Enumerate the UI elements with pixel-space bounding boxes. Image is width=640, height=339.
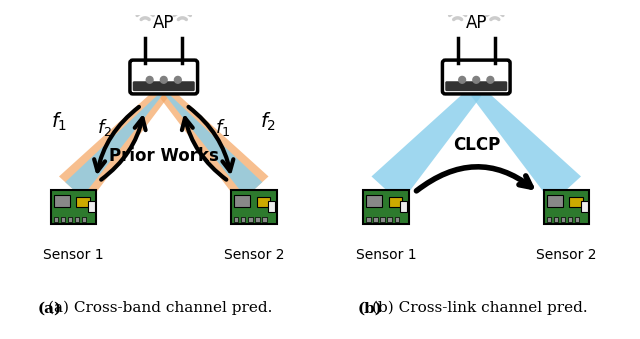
Text: $f_2$: $f_2$ [97, 117, 112, 138]
Text: (a): (a) [38, 301, 62, 315]
Bar [569, 197, 583, 207]
Text: $f_2$: $f_2$ [260, 111, 276, 133]
Bar [88, 201, 95, 212]
Text: Sensor 2: Sensor 2 [536, 247, 596, 262]
Bar [568, 217, 572, 222]
Bar [400, 201, 407, 212]
Bar [232, 190, 276, 224]
Bar [82, 217, 86, 222]
Bar [547, 195, 563, 207]
Bar [241, 217, 246, 222]
Bar [51, 190, 96, 224]
Bar [76, 197, 90, 207]
Text: Prior Works: Prior Works [109, 147, 219, 165]
Circle shape [147, 77, 153, 83]
Bar [380, 217, 385, 222]
FancyArrowPatch shape [94, 107, 139, 171]
Bar [248, 217, 253, 222]
Circle shape [473, 77, 479, 83]
Bar [54, 195, 70, 207]
FancyArrowPatch shape [182, 118, 227, 180]
Text: (a) Cross-band channel pred.: (a) Cross-band channel pred. [48, 301, 272, 315]
Polygon shape [163, 90, 262, 197]
Polygon shape [371, 86, 481, 203]
Text: (b) Cross-link channel pred.: (b) Cross-link channel pred. [372, 301, 588, 315]
FancyArrowPatch shape [417, 167, 531, 191]
Bar [364, 190, 408, 224]
Circle shape [459, 77, 465, 83]
FancyBboxPatch shape [132, 81, 195, 91]
Text: (b): (b) [357, 301, 383, 315]
Circle shape [487, 77, 493, 83]
Bar [389, 197, 403, 207]
Text: AP: AP [153, 15, 175, 33]
Text: Sensor 1: Sensor 1 [44, 247, 104, 262]
Text: $f_1$: $f_1$ [51, 111, 68, 133]
Bar [544, 190, 589, 224]
FancyArrowPatch shape [189, 107, 234, 171]
Bar [394, 217, 399, 222]
Bar [61, 217, 65, 222]
Bar [255, 217, 260, 222]
Bar [580, 201, 588, 212]
Polygon shape [159, 86, 269, 203]
Bar [68, 217, 72, 222]
Circle shape [175, 77, 181, 83]
Bar [366, 195, 382, 207]
FancyBboxPatch shape [442, 60, 510, 94]
Text: Sensor 2: Sensor 2 [224, 247, 284, 262]
Bar [387, 217, 392, 222]
Bar [234, 217, 239, 222]
FancyArrowPatch shape [101, 118, 146, 180]
Text: $f_1$: $f_1$ [215, 117, 230, 138]
Bar [234, 195, 250, 207]
Bar [575, 217, 579, 222]
Text: CLCP: CLCP [452, 136, 500, 154]
Bar [262, 217, 267, 222]
Text: Sensor 1: Sensor 1 [356, 247, 417, 262]
Bar [268, 201, 275, 212]
Circle shape [161, 77, 167, 83]
Bar [373, 217, 378, 222]
FancyBboxPatch shape [445, 81, 508, 91]
Bar [75, 217, 79, 222]
FancyBboxPatch shape [130, 60, 198, 94]
Bar [54, 217, 58, 222]
Bar [547, 217, 551, 222]
Bar [554, 217, 558, 222]
Text: AP: AP [465, 15, 487, 33]
Polygon shape [65, 90, 164, 197]
Polygon shape [59, 86, 169, 203]
Bar [366, 217, 371, 222]
Bar [561, 217, 565, 222]
Polygon shape [471, 86, 581, 203]
Bar [257, 197, 270, 207]
